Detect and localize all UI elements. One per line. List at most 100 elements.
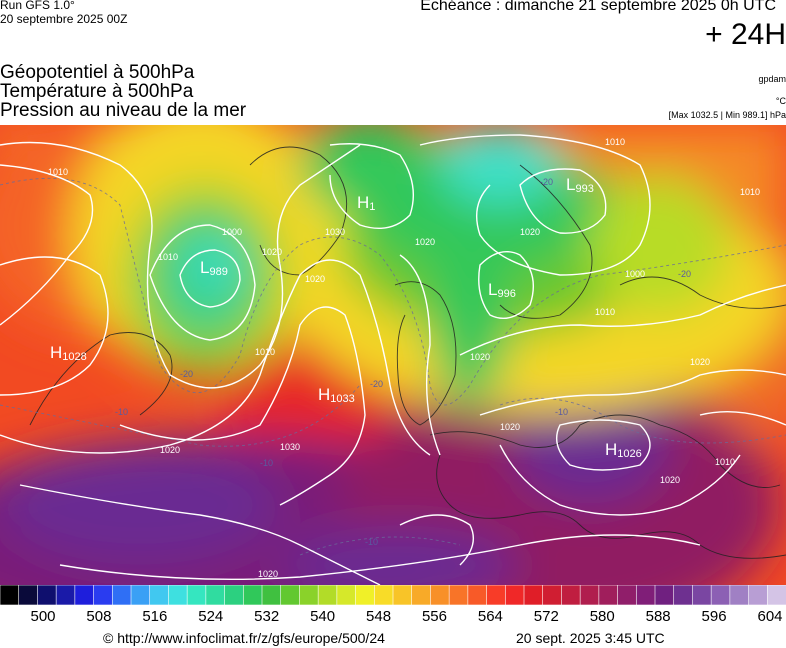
isobar-label: 1030 [280, 442, 300, 452]
color-swatch [55, 585, 76, 606]
color-swatch [448, 585, 469, 606]
isotherm-label: -20 [678, 269, 691, 279]
isobar-label: 1010 [595, 307, 615, 317]
pressure-value: 989 [209, 266, 227, 278]
color-swatch [692, 585, 712, 606]
forecast-valid-time: Echéance : dimanche 21 septembre 2025 0h… [420, 0, 776, 14]
color-swatch [205, 585, 226, 606]
color-swatch [168, 585, 188, 606]
scale-tick-label: 580 [589, 608, 615, 625]
isobar-label: 1020 [415, 237, 435, 247]
isobar-label: 1020 [160, 445, 180, 455]
color-swatch [336, 585, 357, 606]
scale-tick-label: 588 [645, 608, 671, 625]
color-swatch [673, 585, 694, 606]
forecast-map: H1028 L989 H1 L993 L996 H1033 H1026 1010… [0, 125, 786, 585]
color-swatch [766, 585, 786, 606]
color-swatch [729, 585, 750, 606]
color-swatch [411, 585, 432, 606]
color-swatch [0, 585, 20, 606]
scale-tick-label: 596 [701, 608, 727, 625]
isobar-label: 1020 [690, 357, 710, 367]
unit-temperature: °C [775, 96, 786, 106]
color-swatch [355, 585, 376, 606]
color-swatch [224, 585, 245, 606]
scale-tick-label: 556 [421, 608, 447, 625]
color-swatch [654, 585, 675, 606]
scale-tick-label: 572 [533, 608, 559, 625]
pressure-value: 1026 [617, 448, 641, 460]
color-swatch [710, 585, 731, 606]
lead-time: + 24H [705, 18, 786, 51]
pressure-value: 1033 [330, 393, 354, 405]
color-swatch [111, 585, 132, 606]
pressure-value: 1 [369, 201, 375, 213]
color-swatch [430, 585, 450, 606]
color-swatch [280, 585, 301, 606]
isobar-label: 1020 [500, 422, 520, 432]
color-scale-ticks: 500 508 516 524 532 540 548 556 564 572 580 588 596 6… [0, 608, 786, 628]
color-swatch [748, 585, 769, 606]
isobar-label: 1020 [660, 475, 680, 485]
unit-geopotential: gpdam [758, 74, 786, 84]
credit-link[interactable]: © http://www.infoclimat.fr/z/gfs/europe/… [103, 630, 385, 646]
scale-tick-label: 524 [198, 608, 224, 625]
color-swatch [392, 585, 413, 606]
pressure-extremes: [Max 1032.5 | Min 989.1] hPa [668, 110, 786, 120]
title-pressure: Pression au niveau de la mer [0, 100, 247, 121]
title-geopotential: Géopotentiel à 500hPa [0, 62, 195, 83]
isotherm-label: -10 [260, 458, 273, 468]
isobar-label: 1010 [605, 137, 625, 147]
title-temperature: Température à 500hPa [0, 81, 194, 102]
isotherm-label: -10 [115, 407, 128, 417]
isotherm-label: -20 [180, 369, 193, 379]
isobar-label: 1010 [715, 457, 735, 467]
pressure-value: 1028 [62, 351, 86, 363]
scale-tick-label: 540 [310, 608, 336, 625]
isobar-label: 1020 [520, 227, 540, 237]
isobar-label: 1010 [158, 252, 178, 262]
color-swatch [130, 585, 151, 606]
color-swatch [74, 585, 95, 606]
color-swatch [317, 585, 338, 606]
isotherm-label: -20 [540, 177, 553, 187]
color-swatch [486, 585, 507, 606]
isobar-label: 1020 [305, 274, 325, 284]
color-swatch [37, 585, 57, 606]
generation-timestamp: 20 sept. 2025 3:45 UTC [516, 630, 665, 646]
isotherm-label: -20 [370, 379, 383, 389]
scale-tick-label: 508 [86, 608, 112, 625]
color-swatch [598, 585, 619, 606]
pressure-value: 993 [575, 183, 593, 195]
isobar-label: 1030 [325, 227, 345, 237]
run-date: 20 septembre 2025 00Z [0, 12, 128, 26]
color-swatch [149, 585, 170, 606]
scale-tick-label: 532 [254, 608, 280, 625]
isobar-label: 1000 [222, 227, 242, 237]
color-swatch [504, 585, 525, 606]
isotherm-label: -10 [555, 407, 568, 417]
isotherm-label: -10 [365, 537, 378, 547]
color-swatch [18, 585, 39, 606]
color-swatch [261, 585, 282, 606]
color-swatch [373, 585, 394, 606]
color-swatch [299, 585, 319, 606]
scale-tick-label: 516 [142, 608, 168, 625]
isobar-label: 1010 [255, 347, 275, 357]
scale-tick-label: 500 [30, 608, 56, 625]
color-swatch [542, 585, 563, 606]
pressure-value: 996 [497, 288, 515, 300]
scale-tick-label: 564 [477, 608, 503, 625]
isobar-label: 1020 [470, 352, 490, 362]
color-swatch [467, 585, 488, 606]
color-swatch [93, 585, 114, 606]
isobar-label: 1020 [258, 569, 278, 579]
color-swatch [186, 585, 207, 606]
color-swatch [635, 585, 656, 606]
color-swatch [579, 585, 600, 606]
isobar-label: 1000 [625, 269, 645, 279]
color-swatch [242, 585, 263, 606]
run-label: Run GFS 1.0° [0, 0, 75, 12]
scale-tick-label: 548 [366, 608, 392, 625]
